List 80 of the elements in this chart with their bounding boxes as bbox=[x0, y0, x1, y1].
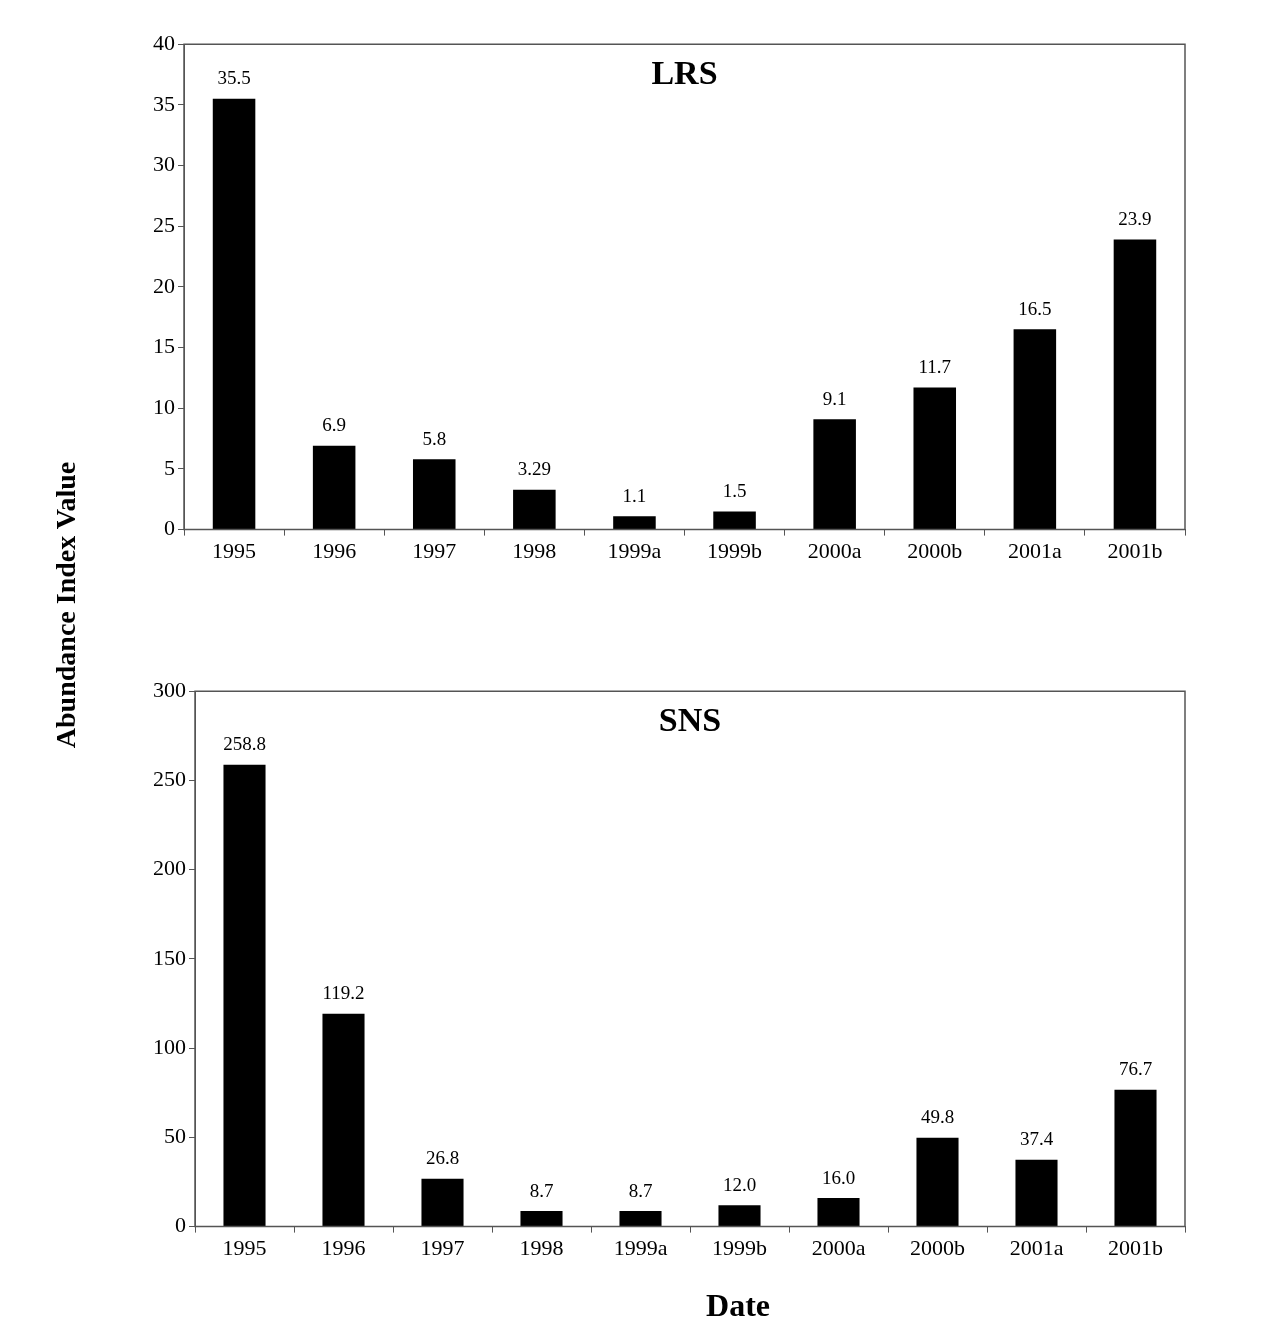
data-label: 76.7 bbox=[1118, 1058, 1153, 1080]
bar bbox=[223, 764, 266, 1227]
y-tick-label: 150 bbox=[153, 944, 186, 970]
data-label: 26.8 bbox=[425, 1147, 460, 1169]
bar bbox=[619, 1211, 662, 1227]
x-tick-label: 2001b bbox=[1108, 1234, 1163, 1260]
y-tick-label: 0 bbox=[175, 1212, 186, 1238]
bar bbox=[1114, 1089, 1157, 1227]
x-tick-label: 1999a bbox=[613, 1234, 668, 1260]
data-label: 12.0 bbox=[722, 1173, 757, 1195]
y-tick-label: 300 bbox=[153, 676, 186, 702]
data-label: 6.9 bbox=[322, 414, 347, 436]
chart-title: SNS bbox=[658, 700, 722, 738]
y-tick-label: 200 bbox=[153, 855, 186, 881]
y-axis-title: Abundance Index Value bbox=[50, 461, 82, 749]
data-label: 23.9 bbox=[1118, 208, 1152, 230]
x-tick-label: 1999b bbox=[707, 537, 763, 563]
bar bbox=[813, 419, 856, 530]
data-label: 11.7 bbox=[918, 356, 952, 378]
y-tick-label: 100 bbox=[153, 1033, 186, 1059]
bar bbox=[916, 1137, 959, 1227]
bar bbox=[913, 387, 957, 530]
y-tick-label: 20 bbox=[153, 272, 175, 298]
y-tick-label: 40 bbox=[153, 29, 175, 55]
bar bbox=[312, 445, 356, 530]
data-label: 258.8 bbox=[223, 733, 266, 755]
y-tick-label: 15 bbox=[153, 333, 175, 359]
x-tick-label: 2000a bbox=[807, 537, 862, 563]
x-tick-label: 2000b bbox=[910, 1234, 965, 1260]
bar bbox=[1113, 239, 1157, 530]
data-label: 5.8 bbox=[422, 427, 447, 449]
bar bbox=[412, 459, 456, 530]
bar bbox=[1015, 1159, 1058, 1227]
x-tick-label: 2000a bbox=[811, 1234, 866, 1260]
x-tick-label: 2001b bbox=[1107, 537, 1163, 563]
x-tick-label: 1998 bbox=[519, 1234, 564, 1260]
data-label: 1.1 bbox=[622, 484, 647, 506]
x-tick-label: 1999a bbox=[607, 537, 662, 563]
bar bbox=[322, 1013, 365, 1227]
y-tick-label: 25 bbox=[153, 212, 175, 238]
bar bbox=[817, 1198, 860, 1227]
data-label: 49.8 bbox=[920, 1106, 955, 1128]
bar bbox=[1013, 329, 1057, 530]
bar bbox=[713, 511, 756, 530]
y-tick-label: 10 bbox=[153, 394, 175, 420]
x-tick-label: 2000b bbox=[907, 537, 963, 563]
bar bbox=[513, 489, 556, 530]
x-tick-label: 1995 bbox=[222, 1234, 267, 1260]
x-tick-label: 1995 bbox=[212, 537, 257, 563]
data-label: 3.29 bbox=[517, 458, 551, 480]
y-tick-label: 250 bbox=[153, 766, 186, 792]
x-tick-label: 1997 bbox=[420, 1234, 465, 1260]
x-tick-label: 1999b bbox=[712, 1234, 767, 1260]
y-tick-label: 50 bbox=[164, 1123, 186, 1149]
data-label: 37.4 bbox=[1019, 1128, 1054, 1150]
bar bbox=[421, 1178, 464, 1227]
data-label: 1.5 bbox=[722, 479, 747, 501]
x-tick-label: 2001a bbox=[1007, 537, 1062, 563]
y-tick-label: 35 bbox=[153, 90, 175, 116]
y-tick-label: 30 bbox=[153, 151, 175, 177]
bar bbox=[520, 1211, 563, 1227]
y-tick-label: 0 bbox=[164, 515, 175, 541]
x-tick-label: 1998 bbox=[512, 537, 557, 563]
data-label: 8.7 bbox=[529, 1179, 554, 1201]
x-tick-label: 2001a bbox=[1009, 1234, 1064, 1260]
bar bbox=[613, 516, 656, 530]
x-tick-label: 1996 bbox=[312, 537, 357, 563]
data-label: 35.5 bbox=[217, 67, 251, 89]
data-label: 119.2 bbox=[322, 982, 365, 1004]
x-tick-label: 1996 bbox=[321, 1234, 366, 1260]
x-tick-label: 1997 bbox=[412, 537, 457, 563]
data-label: 8.7 bbox=[628, 1179, 653, 1201]
x-axis-title: Date bbox=[706, 1286, 770, 1324]
chart-title: LRS bbox=[651, 53, 718, 91]
data-label: 16.5 bbox=[1018, 297, 1052, 319]
bar bbox=[212, 98, 256, 530]
data-label: 16.0 bbox=[821, 1166, 856, 1188]
y-tick-label: 5 bbox=[164, 454, 175, 480]
data-label: 9.1 bbox=[822, 387, 847, 409]
bar bbox=[718, 1205, 761, 1227]
